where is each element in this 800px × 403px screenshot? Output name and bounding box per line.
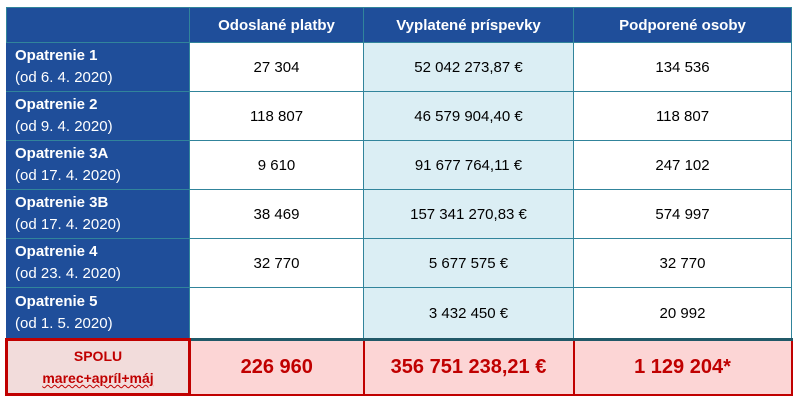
measure-date: (od 1. 5. 2020) [15, 315, 113, 332]
row-label: Opatrenie 3A (od 17. 4. 2020) [6, 140, 190, 190]
total-payments: 226 960 [188, 338, 365, 396]
measure-date: (od 17. 4. 2020) [15, 167, 121, 184]
table-row: Opatrenie 2 (od 9. 4. 2020) 118 807 46 579 … [6, 91, 792, 141]
persons-cell: 118 807 [573, 91, 792, 141]
header-row: Odoslané platby Vyplatené príspevky Podp… [6, 7, 792, 43]
payments-cell [189, 287, 364, 340]
table-row: Opatrenie 5 (od 1. 5. 2020) 3 432 450 €20 … [6, 287, 792, 340]
contributions-cell: 157 341 270,83 € [363, 189, 574, 239]
measure-date: (od 23. 4. 2020) [15, 265, 121, 282]
payments-cell: 118 807 [189, 91, 364, 141]
contributions-cell: 91 677 764,11 € [363, 140, 574, 190]
measure-date: (od 9. 4. 2020) [15, 118, 113, 135]
payments-cell: 9 610 [189, 140, 364, 190]
persons-cell: 574 997 [573, 189, 792, 239]
row-label: Opatrenie 3B (od 17. 4. 2020) [6, 189, 190, 239]
total-subtitle: marec+apríl+máj [42, 370, 154, 386]
row-label: Opatrenie 2 (od 9. 4. 2020) [6, 91, 190, 141]
persons-cell: 247 102 [573, 140, 792, 190]
header-contributions: Vyplatené príspevky [363, 7, 574, 43]
header-empty [6, 7, 190, 43]
contributions-cell: 46 579 904,40 € [363, 91, 574, 141]
header-persons: Podporené osoby [573, 7, 792, 43]
persons-cell: 20 992 [573, 287, 792, 340]
persons-cell: 134 536 [573, 42, 792, 92]
total-label: SPOLU marec+apríl+máj [5, 338, 191, 396]
payments-cell: 38 469 [189, 189, 364, 239]
measure-title: Opatrenie 3A [15, 145, 109, 162]
measure-date: (od 17. 4. 2020) [15, 216, 121, 233]
row-label: Opatrenie 4 (od 23. 4. 2020) [6, 238, 190, 288]
measure-title: Opatrenie 2 [15, 96, 98, 113]
table-row: Opatrenie 1 (od 6. 4. 2020) 27 304 52 042 2… [6, 42, 792, 92]
payments-cell: 32 770 [189, 238, 364, 288]
payments-table: Odoslané platby Vyplatené príspevky Podp… [5, 7, 793, 396]
table-row: Opatrenie 3A (od 17. 4. 2020) 9 610 91 677 … [6, 140, 792, 190]
table-row: Opatrenie 4 (od 23. 4. 2020) 32 770 5 677 5… [6, 238, 792, 288]
contributions-cell: 5 677 575 € [363, 238, 574, 288]
table-row: Opatrenie 3B (od 17. 4. 2020) 38 469 157 34… [6, 189, 792, 239]
contributions-cell: 52 042 273,87 € [363, 42, 574, 92]
total-title: SPOLU [73, 348, 123, 364]
measure-date: (od 6. 4. 2020) [15, 69, 113, 86]
total-persons: 1 129 204* [572, 338, 793, 396]
measure-title: Opatrenie 1 [15, 47, 98, 64]
payments-cell: 27 304 [189, 42, 364, 92]
persons-cell: 32 770 [573, 238, 792, 288]
row-label: Opatrenie 5 (od 1. 5. 2020) [6, 287, 190, 340]
total-row: SPOLU marec+apríl+máj 226 960 356 751 238… [5, 338, 793, 396]
row-label: Opatrenie 1 (od 6. 4. 2020) [6, 42, 190, 92]
header-payments: Odoslané platby [189, 7, 364, 43]
measure-title: Opatrenie 5 [15, 293, 98, 310]
measure-title: Opatrenie 4 [15, 243, 98, 260]
measure-title: Opatrenie 3B [15, 194, 109, 211]
total-contributions: 356 751 238,21 € [362, 338, 575, 396]
contributions-cell: 3 432 450 € [363, 287, 574, 340]
